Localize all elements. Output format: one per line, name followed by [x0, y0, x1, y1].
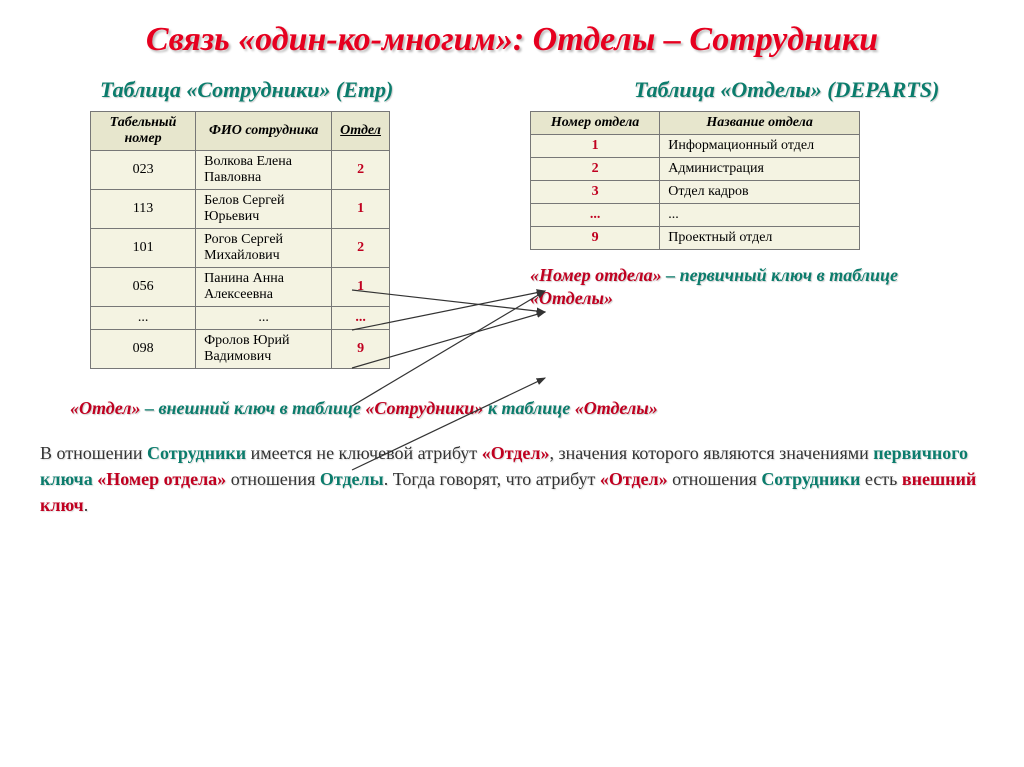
text: Сотрудники	[147, 443, 246, 463]
cell: 1	[531, 135, 660, 158]
cell: Панина Анна Алексеевна	[196, 268, 332, 307]
pk-caption: «Номер отдела» – первичный ключ в таблиц…	[530, 264, 984, 309]
table-row: 3Отдел кадров	[531, 181, 860, 204]
text: «Номер отдела»	[530, 265, 662, 285]
table-row: 023Волкова Елена Павловна2	[91, 151, 390, 190]
text: . Тогда говорят, что атрибут	[384, 469, 600, 489]
text: «Отдел»	[600, 469, 668, 489]
text: В отношении	[40, 443, 147, 463]
explanation-paragraph: В отношении Сотрудники имеется не ключев…	[40, 440, 984, 518]
cell: ...	[660, 204, 860, 227]
text: , значения которого являются значениями	[550, 443, 874, 463]
table-row: ......	[531, 204, 860, 227]
text: «Отделы»	[575, 398, 658, 418]
text: «Сотрудники»	[365, 398, 483, 418]
left-subtitle: Таблица «Сотрудники» (Emp)	[100, 77, 420, 103]
slide-title: Связь «один-ко-многим»: Отделы – Сотрудн…	[40, 20, 984, 59]
table-row: .........	[91, 307, 390, 330]
text: Сотрудники	[761, 469, 860, 489]
departments-block: Номер отдела Название отдела 1Информацио…	[530, 111, 984, 309]
emp-col-dep: Отдел	[332, 112, 390, 151]
emp-col-id: Табельный номер	[91, 112, 196, 151]
dep-col-name: Название отдела	[660, 112, 860, 135]
cell: 113	[91, 190, 196, 229]
right-subtitle: Таблица «Отделы» (DEPARTS)	[634, 77, 954, 103]
cell: Администрация	[660, 158, 860, 181]
table-row: 1Информационный отдел	[531, 135, 860, 158]
cell: 023	[91, 151, 196, 190]
employees-table: Табельный номер ФИО сотрудника Отдел 023…	[90, 111, 390, 369]
cell: 1	[332, 268, 390, 307]
text: «Отдел»	[70, 398, 140, 418]
text: – внешний ключ в таблице	[140, 398, 365, 418]
text: отношения	[668, 469, 762, 489]
table-row: 101Рогов Сергей Михайлович2	[91, 229, 390, 268]
table-row: 113Белов Сергей Юрьевич1	[91, 190, 390, 229]
cell: ...	[196, 307, 332, 330]
cell: Фролов Юрий Вадимович	[196, 330, 332, 369]
dep-col-id: Номер отдела	[531, 112, 660, 135]
employees-block: Табельный номер ФИО сотрудника Отдел 023…	[90, 111, 390, 369]
text: – первичный ключ в таблице	[662, 265, 898, 285]
cell: Отдел кадров	[660, 181, 860, 204]
cell: 9	[531, 227, 660, 250]
cell: 2	[332, 151, 390, 190]
cell: ...	[91, 307, 196, 330]
cell: 056	[91, 268, 196, 307]
text: отношения	[226, 469, 320, 489]
table-row: 056Панина Анна Алексеевна1	[91, 268, 390, 307]
text: к таблице	[483, 398, 574, 418]
table-row: 098Фролов Юрий Вадимович9	[91, 330, 390, 369]
cell: 098	[91, 330, 196, 369]
cell: 3	[531, 181, 660, 204]
cell: ...	[332, 307, 390, 330]
text: есть	[860, 469, 902, 489]
text: «Номер отдела»	[97, 469, 226, 489]
fk-caption: «Отдел» – внешний ключ в таблице «Сотруд…	[40, 397, 984, 420]
cell: 2	[332, 229, 390, 268]
cell: 101	[91, 229, 196, 268]
table-row: 2Администрация	[531, 158, 860, 181]
text: «Отделы»	[530, 288, 613, 308]
cell: Проектный отдел	[660, 227, 860, 250]
table-row: 9Проектный отдел	[531, 227, 860, 250]
cell: 1	[332, 190, 390, 229]
text: Отделы	[320, 469, 384, 489]
cell: Белов Сергей Юрьевич	[196, 190, 332, 229]
departments-table: Номер отдела Название отдела 1Информацио…	[530, 111, 860, 250]
cell: ...	[531, 204, 660, 227]
cell: Рогов Сергей Михайлович	[196, 229, 332, 268]
text: имеется не ключевой атрибут	[246, 443, 482, 463]
text: .	[84, 495, 89, 515]
text: «Отдел»	[482, 443, 550, 463]
cell: Волкова Елена Павловна	[196, 151, 332, 190]
cell: 2	[531, 158, 660, 181]
cell: Информационный отдел	[660, 135, 860, 158]
emp-col-name: ФИО сотрудника	[196, 112, 332, 151]
cell: 9	[332, 330, 390, 369]
